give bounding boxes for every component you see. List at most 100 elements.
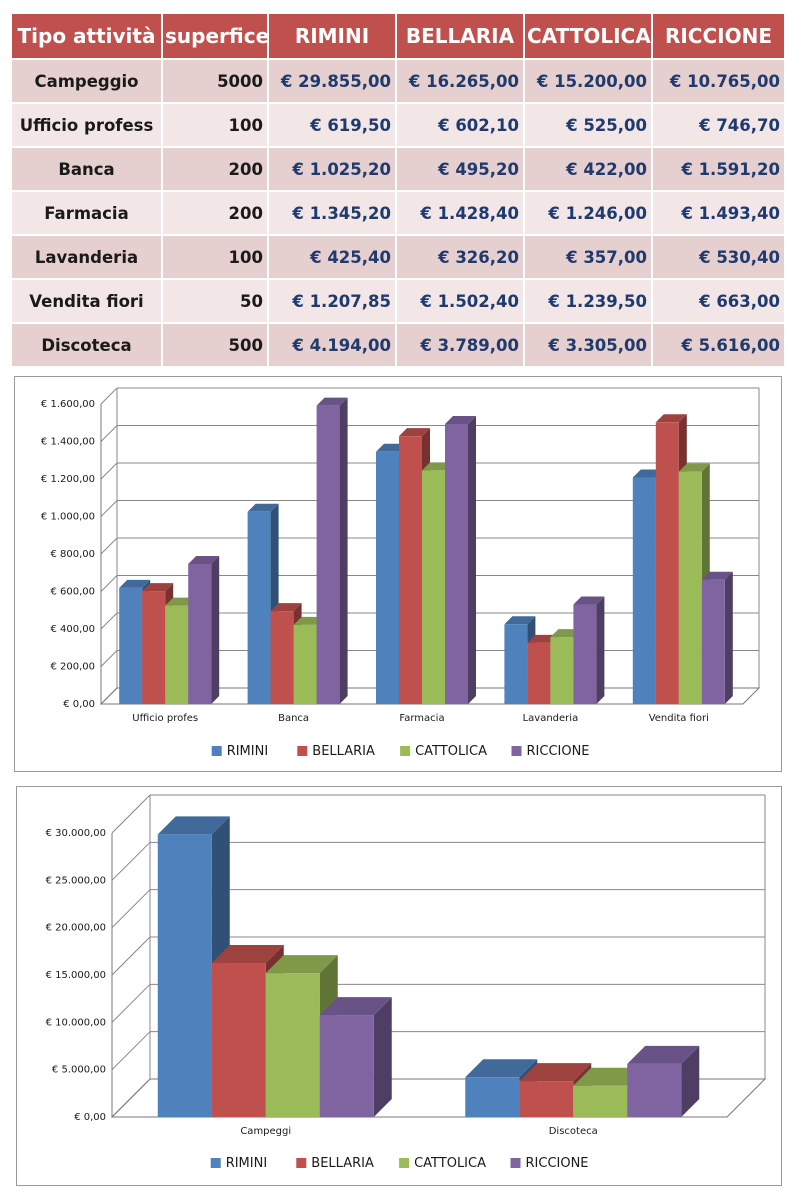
- chart1-category-label: Banca: [278, 713, 309, 724]
- chart1-bar-rimini-vendita-fiori: [632, 477, 656, 704]
- chart2-bar-rimini-campeggi-top: [157, 816, 230, 835]
- cell-superfice: 200: [161, 190, 268, 235]
- chart2-y-tick-label: € 10.000,00: [46, 1017, 106, 1028]
- header-bellaria: BELLARIA: [395, 14, 524, 59]
- chart1-bar-cattolica-vendita-fiori-top: [678, 463, 710, 472]
- table-row: Vendita fiori 50 € 1.207,85 € 1.502,40 €…: [12, 278, 784, 323]
- chart1-bar-riccione-lavanderia: [573, 604, 597, 704]
- chart2-y-tick-label: € 5.000,00: [52, 1065, 106, 1076]
- chart2-wall-gridline: [111, 983, 151, 1023]
- chart2-bar-bellaria-campeggi-top: [211, 945, 284, 964]
- chart1-y-tick-label: € 200,00: [50, 662, 95, 673]
- cell-superfice: 500: [161, 322, 268, 366]
- chart2-legend-label-cattolica: CATTOLICA: [414, 1156, 486, 1171]
- header-tipo: Tipo attività: [12, 14, 162, 59]
- chart1-bar-rimini-banca-top: [247, 503, 279, 512]
- chart1-y-tick-label: € 1.000,00: [41, 512, 95, 523]
- chart1-legend-swatch-riccione: [511, 746, 522, 756]
- chart-large-activities: € 0,00 € 5.000,00 € 10.000,00 € 15.000,00 € …: [16, 786, 782, 1186]
- chart2-legend-swatch-cattolica: [399, 1158, 410, 1168]
- cell-tipo: Lavanderia: [12, 234, 162, 279]
- chart2-bar-bellaria-campeggi: [211, 963, 266, 1117]
- chart2-bar-cattolica-campeggi-top: [265, 955, 338, 974]
- cell-bellaria: € 16.265,00: [395, 58, 524, 103]
- chart2-bar-rimini-campeggi: [157, 834, 212, 1117]
- chart1-bar-riccione-ufficio-profes-side: [211, 555, 220, 704]
- chart1-category-label: Lavanderia: [523, 713, 579, 724]
- cell-tipo: Campeggio: [12, 58, 162, 103]
- chart-small-activities-svg: € 0,00 € 200,00 € 400,00 € 600,00 € 800,00 € …: [41, 387, 761, 759]
- cell-cattolica: € 15.200,00: [523, 58, 652, 103]
- chart1-legend-label-cattolica: CATTOLICA: [415, 744, 487, 759]
- header-cattolica: CATTOLICA: [523, 14, 652, 59]
- cell-riccione: € 663,00: [651, 278, 784, 323]
- chart2-bar-riccione-campeggi-top: [319, 997, 392, 1016]
- table-row: Farmacia 200 € 1.345,20 € 1.428,40 € 1.2…: [12, 190, 784, 235]
- chart1-bar-bellaria-banca: [270, 611, 294, 704]
- cell-tipo: Discoteca: [12, 322, 162, 366]
- chart1-bar-cattolica-vendita-fiori: [678, 471, 702, 704]
- table-row: Discoteca 500 € 4.194,00 € 3.789,00 € 3.…: [12, 322, 784, 366]
- chart1-wall-gridline: [100, 612, 118, 630]
- chart2-bar-riccione-discoteca-top: [627, 1045, 700, 1064]
- chart1-wall-gridline: [100, 387, 118, 405]
- table-header-row: Tipo attività superfice RIMINI BELLARIA …: [12, 14, 784, 59]
- header-superfice: superfice: [161, 14, 268, 59]
- chart1-bar-rimini-banca: [247, 511, 271, 704]
- cell-cattolica: € 422,00: [523, 146, 652, 191]
- cell-bellaria: € 602,10: [395, 102, 524, 147]
- chart1-y-tick-label: € 1.200,00: [41, 474, 95, 485]
- header-rimini: RIMINI: [267, 14, 396, 59]
- chart1-bar-bellaria-ufficio-profes-top: [142, 583, 174, 592]
- chart2-y-tick-label: € 15.000,00: [46, 970, 106, 981]
- chart1-bar-riccione-vendita-fiori-top: [701, 571, 733, 580]
- cell-rimini: € 425,40: [267, 234, 396, 279]
- chart1-wall-gridline: [100, 650, 118, 667]
- cell-tipo: Ufficio profess: [12, 102, 162, 147]
- cell-superfice: 100: [161, 102, 268, 147]
- cell-riccione: € 1.591,20: [651, 146, 784, 191]
- cell-tipo: Farmacia: [12, 190, 162, 235]
- cell-cattolica: € 1.246,00: [523, 190, 652, 235]
- chart1-bar-riccione-lavanderia-side: [596, 596, 605, 704]
- chart1-bar-rimini-lavanderia-top: [504, 616, 536, 625]
- cell-riccione: € 5.616,00: [651, 322, 784, 366]
- cell-superfice: 100: [161, 234, 268, 279]
- chart2-wall-gridline: [111, 794, 151, 834]
- cell-tipo: Banca: [12, 146, 162, 191]
- chart1-bar-riccione-banca-side: [339, 397, 348, 704]
- chart2-bar-rimini-discoteca: [465, 1077, 520, 1117]
- chart1-legend-swatch-cattolica: [400, 746, 411, 756]
- cell-bellaria: € 3.789,00: [395, 322, 524, 366]
- chart1-bar-rimini-ufficio-profes: [119, 587, 143, 704]
- cell-riccione: € 10.765,00: [651, 58, 784, 103]
- chart1-bar-riccione-farmacia: [445, 423, 468, 704]
- cell-riccione: € 746,70: [651, 102, 784, 147]
- chart2-category-label: Discoteca: [549, 1126, 598, 1137]
- chart1-bar-bellaria-lavanderia: [527, 642, 551, 704]
- cell-bellaria: € 326,20: [395, 234, 524, 279]
- cell-bellaria: € 495,20: [395, 146, 524, 191]
- chart1-legend-swatch-rimini: [211, 746, 222, 756]
- chart1-bar-bellaria-farmacia: [399, 436, 422, 704]
- chart1-bar-cattolica-banca: [293, 624, 317, 704]
- chart2-wall-gridline: [111, 1031, 151, 1071]
- chart2-wall-gridline: [111, 936, 151, 976]
- chart2-bar-riccione-campeggi-side: [373, 997, 392, 1117]
- chart1-bar-bellaria-banca-top: [270, 603, 302, 612]
- chart1-bar-cattolica-farmacia: [422, 470, 445, 704]
- chart1-bar-cattolica-lavanderia: [550, 637, 574, 704]
- cell-rimini: € 1.345,20: [267, 190, 396, 235]
- chart2-legend-swatch-rimini: [210, 1158, 221, 1168]
- cell-riccione: € 530,40: [651, 234, 784, 279]
- cell-cattolica: € 1.239,50: [523, 278, 652, 323]
- cell-superfice: 200: [161, 146, 268, 191]
- chart2-y-tick-label: € 0,00: [74, 1112, 106, 1123]
- table-row: Ufficio profess 100 € 619,50 € 602,10 € …: [12, 102, 784, 147]
- cell-riccione: € 1.493,40: [651, 190, 784, 235]
- chart-small-activities: € 0,00 € 200,00 € 400,00 € 600,00 € 800,00 € …: [14, 376, 782, 772]
- chart1-bar-bellaria-vendita-fiori-top: [655, 414, 687, 423]
- chart1-bar-riccione-banca-top: [316, 397, 348, 406]
- chart2-bar-cattolica-campeggi: [265, 973, 320, 1117]
- cell-cattolica: € 525,00: [523, 102, 652, 147]
